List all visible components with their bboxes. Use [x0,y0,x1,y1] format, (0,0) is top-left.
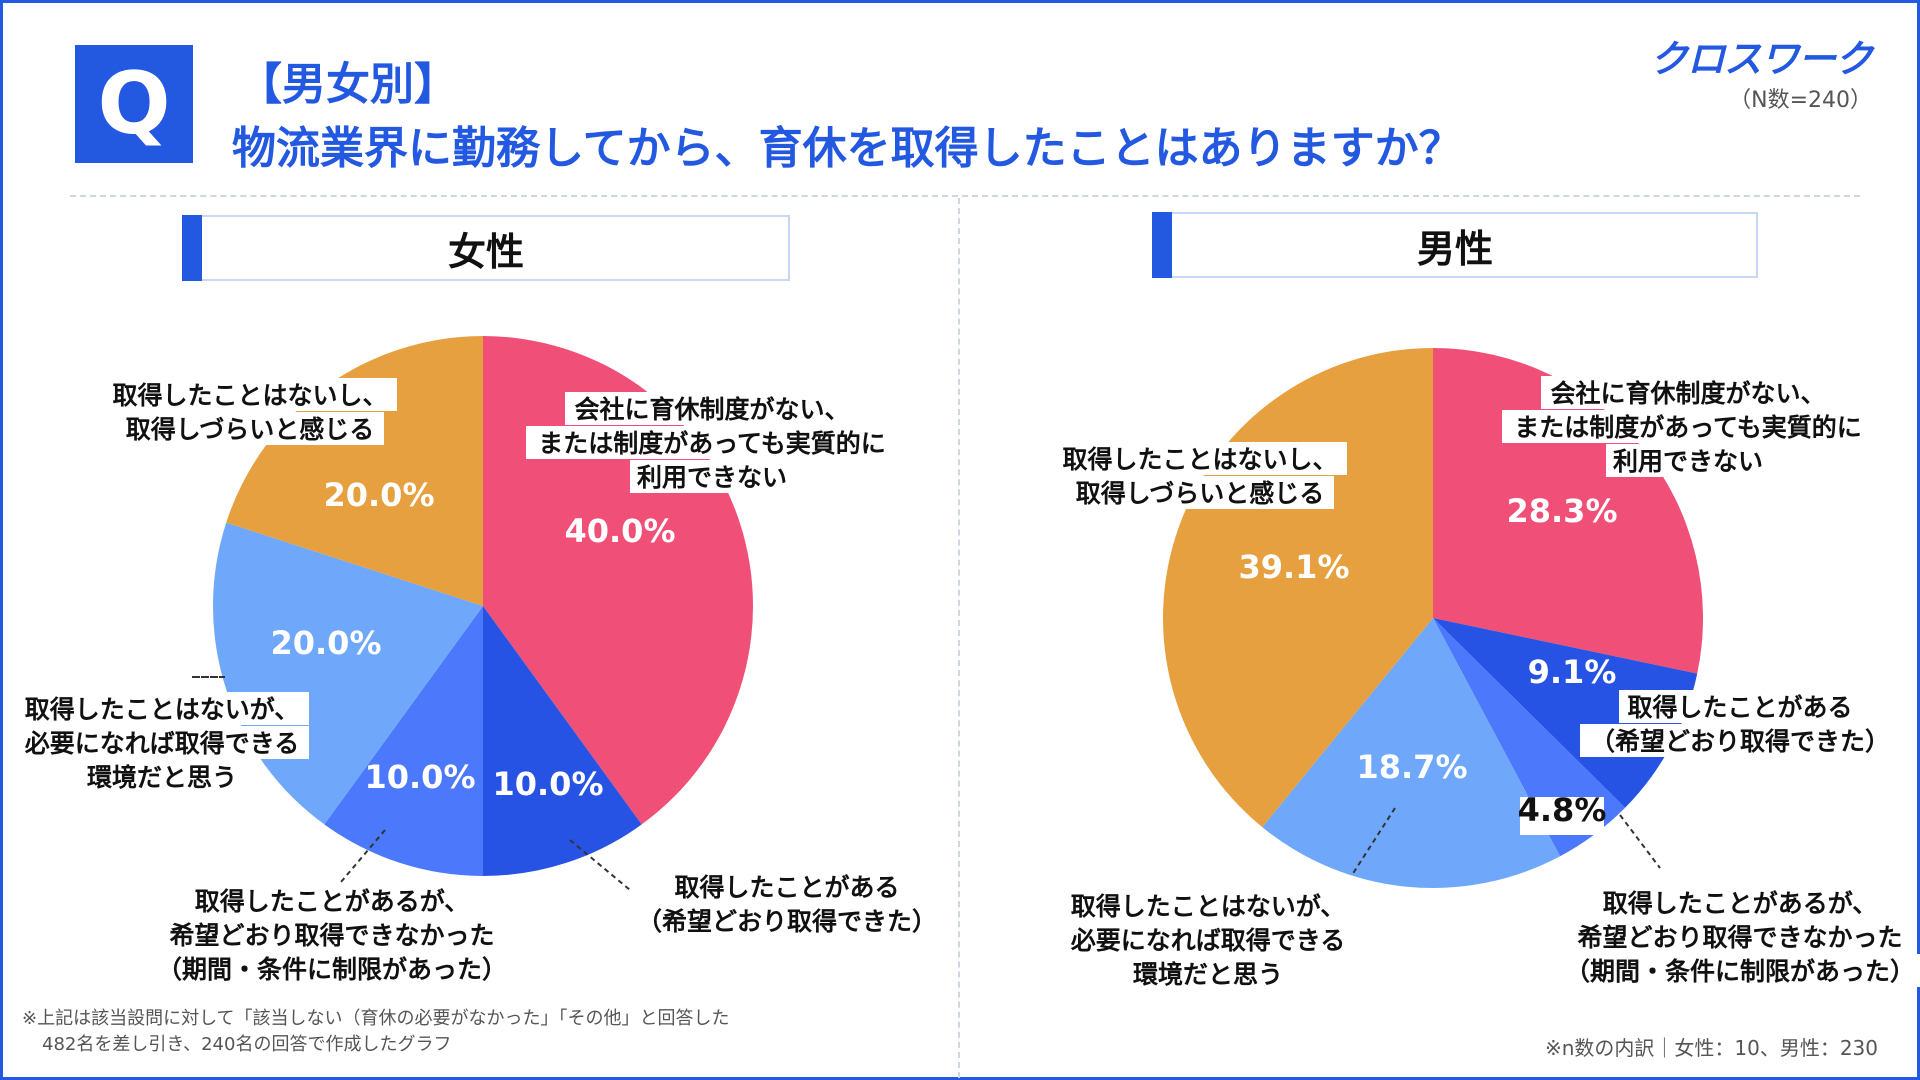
sample-breakdown: ※n数の内訳｜女性：10、男性：230 [1544,1036,1878,1060]
pie-slice [324,606,483,876]
category-label: 環境だと思う [1133,960,1283,989]
footnote-line1: ※上記は該当設問に対して「該当しない（育休の必要がなかった」「その他」と回答した [22,1008,730,1029]
header-divider [70,195,1860,197]
category-label: 必要になれば取得できる [25,729,300,758]
question-badge: Q [75,45,193,163]
category-label-bg [1580,724,1900,757]
value-label: 4.8% [1518,791,1607,829]
value-label: 39.1% [1238,548,1349,586]
category-label: （希望どおり取得できた） [1590,727,1890,756]
category-label-bg [80,760,244,793]
category-label-bg [1541,376,1835,409]
category-label: 取得したことがあるが、 [195,887,470,916]
category-label: 取得したことはないが、 [1071,892,1346,921]
category-label: 利用できない [637,463,787,492]
value-label: 20.0% [323,476,434,514]
brand-logo: クロスワーク [1649,37,1873,81]
category-label: 取得しづらいと感じる [126,415,375,444]
panel-header-accent [182,215,202,281]
panel-header-female: 女性 [182,215,790,281]
category-label-bg [15,692,309,725]
category-label-bg [1619,690,1861,723]
category-label: または制度があっても実質的に [1514,413,1862,442]
pie-slice [483,606,642,876]
category-label: （希望どおり取得できた） [637,907,937,936]
panel-divider [958,198,960,1078]
category-label: 環境だと思う [87,763,237,792]
category-label-bg [1053,442,1347,475]
category-label: 希望どおり取得できなかった [169,921,494,950]
category-label: 取得したことがある [1627,693,1852,722]
category-label-bg [1061,889,1355,922]
category-label: 希望どおり取得できなかった [1577,923,1902,952]
leader-line [1619,814,1661,869]
category-label-bg [185,884,479,917]
category-label-bg [565,392,859,425]
category-label-bg [526,426,898,459]
category-label-bg [666,870,908,903]
category-label: 取得したことがある [674,873,899,902]
pie-slice [1262,618,1561,889]
value-label: 10.0% [492,765,603,803]
leader-line [569,839,631,891]
category-label: 会社に育休制度がない、 [574,395,849,424]
question-title: 物流業界に勤務してから、育休を取得したことはありますか？ [232,123,1463,174]
category-label-bg [103,378,397,411]
category-label-bg [116,412,384,445]
panel-title-male: 男性 [1416,226,1493,271]
category-label: （期間・条件に制限があった） [1565,957,1915,986]
category-label: 取得したことはないが、 [25,695,300,724]
category-label-bg [1502,410,1874,443]
category-label-bg [1567,920,1913,953]
category-label-bg [159,918,505,951]
category-label: 取得したことはないし、 [1062,445,1337,474]
panel-header-male: 男性 [1152,212,1758,278]
value-label: 28.3% [1506,492,1617,530]
category-label-bg [1606,444,1770,477]
category-label-bg [15,726,309,759]
category-label: 必要になれば取得できる [1071,926,1346,955]
category-label-bg [1061,923,1355,956]
category-label-bg [1554,954,1920,987]
category-label: または制度があっても実質的に [538,429,886,458]
footnote: ※上記は該当設問に対して「該当しない（育休の必要がなかった」「その他」と回答した… [22,1006,730,1058]
category-label-bg [146,952,518,985]
category-label: 取得しづらいと感じる [1076,479,1325,508]
value-label: 9.1% [1528,653,1617,691]
category-label: （期間・条件に制限があった） [157,955,507,984]
value-label: 10.0% [364,758,475,796]
panel-header-accent [1152,212,1172,278]
value-label: 20.0% [270,624,381,662]
category-label-bg [630,460,794,493]
pie-slice [226,336,484,606]
category-label: 取得したことがあるが、 [1603,889,1878,918]
sample-size: （N数=240） [1729,88,1872,113]
category-label: 利用できない [1613,447,1763,476]
pie-slice [1433,618,1626,857]
category-label-bg [1593,886,1887,919]
footnote-line2: 482名を差し引き、240名の回答で作成したグラフ [42,1034,452,1055]
pie-slice [1433,348,1703,674]
pie-slice [1433,618,1698,808]
category-label-bg [1126,957,1290,990]
category-label: 会社に育休制度がない、 [1550,379,1825,408]
leader-line [1351,807,1396,876]
value-label: 40.0% [564,512,675,550]
category-label: 取得したことはないし、 [112,381,387,410]
panel-title-female: 女性 [447,229,524,274]
value-label-bg [1520,797,1604,835]
value-label: 18.7% [1356,748,1467,786]
title-category: 【男女別】 [238,59,458,110]
category-label-bg [1066,476,1334,509]
category-label-bg [627,904,947,937]
